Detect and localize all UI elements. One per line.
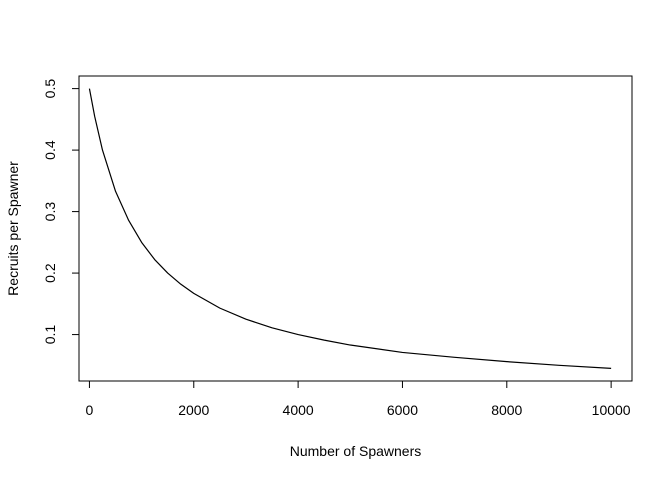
series-line (88, 88, 612, 369)
y-tick-label: 0.2 (42, 263, 58, 283)
x-axis-title: Number of Spawners (290, 443, 422, 459)
y-tick-label: 0.1 (42, 325, 58, 345)
y-tick-label: 0.3 (42, 202, 58, 222)
y-tick-label: 0.4 (42, 140, 58, 160)
x-tick-label: 4000 (283, 402, 314, 418)
y-axis: 0.1 0.2 0.3 0.4 0.5 (42, 79, 80, 345)
x-tick-label: 6000 (387, 402, 418, 418)
y-axis-title: Recruits per Spawner (5, 161, 21, 296)
y-tick-label: 0.5 (42, 79, 58, 99)
x-axis: 0 2000 4000 6000 8000 10000 (86, 380, 631, 418)
plot-frame (78, 75, 633, 382)
series-layer (88, 88, 612, 369)
x-tick-label: 8000 (491, 402, 522, 418)
x-tick-label: 2000 (178, 402, 209, 418)
x-tick-label: 10000 (592, 402, 631, 418)
x-tick-label: 0 (86, 402, 94, 418)
